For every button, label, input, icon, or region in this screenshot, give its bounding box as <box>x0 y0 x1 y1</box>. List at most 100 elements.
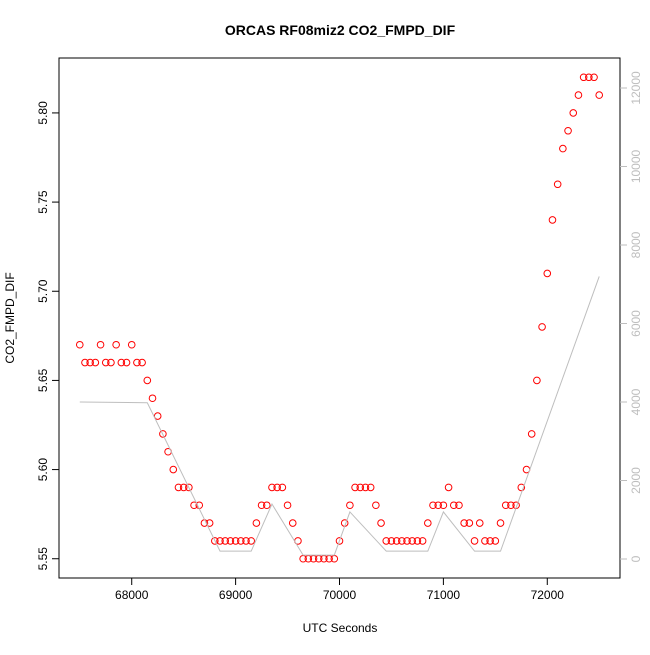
data-point <box>408 537 417 545</box>
data-point <box>211 537 219 545</box>
data-point <box>96 340 105 349</box>
data-point <box>585 73 593 82</box>
data-point <box>226 537 235 545</box>
x-tick-label: 69000 <box>219 588 253 602</box>
data-point <box>590 73 598 82</box>
y2-tick-label: 6000 <box>629 310 643 337</box>
data-point <box>491 537 500 545</box>
data-point <box>127 340 136 349</box>
data-point <box>91 358 100 367</box>
data-point <box>465 519 474 527</box>
y-tick-label: 5.70 <box>36 279 50 303</box>
data-point <box>346 501 354 510</box>
data-point <box>439 501 448 510</box>
data-point <box>252 519 261 527</box>
data-point <box>382 537 391 545</box>
data-point <box>278 483 287 492</box>
data-point <box>372 501 380 510</box>
data-point <box>143 376 152 385</box>
data-point <box>107 358 115 367</box>
data-point <box>117 358 126 367</box>
data-point <box>496 519 505 527</box>
data-point <box>247 537 255 545</box>
y-tick-label: 5.55 <box>36 547 50 571</box>
data-point <box>569 109 578 117</box>
data-point <box>262 501 271 510</box>
data-point <box>133 358 141 367</box>
data-point <box>351 483 359 492</box>
data-point <box>273 483 281 492</box>
x-tick-label: 68000 <box>115 588 149 602</box>
x-tick-label: 72000 <box>531 588 565 602</box>
data-point <box>216 537 224 545</box>
data-point <box>398 537 406 545</box>
data-point <box>429 501 437 510</box>
y-tick-label: 5.80 <box>36 101 50 125</box>
y2-tick-label: 10000 <box>629 149 643 183</box>
data-point <box>174 483 183 492</box>
data-point <box>413 537 422 545</box>
data-point <box>356 483 365 492</box>
data-point <box>392 537 401 545</box>
data-point <box>237 537 245 545</box>
y2-tick-label: 8000 <box>629 231 643 258</box>
data-point <box>101 358 110 367</box>
data-point <box>81 358 89 367</box>
data-point <box>403 537 411 545</box>
data-point <box>507 501 515 510</box>
data-point <box>138 358 146 367</box>
data-point <box>548 216 557 224</box>
y2-tick-label: 0 <box>629 555 643 562</box>
data-point <box>361 483 370 492</box>
y2-tick-label: 2000 <box>629 467 643 494</box>
data-point <box>169 465 178 474</box>
data-point <box>86 358 94 367</box>
data-point <box>501 501 510 510</box>
data-point <box>159 430 167 438</box>
data-point <box>470 537 479 545</box>
y-tick-label: 5.60 <box>36 458 50 482</box>
data-point <box>424 519 432 527</box>
data-point <box>366 483 375 492</box>
data-point <box>185 483 193 492</box>
data-point <box>122 358 131 367</box>
data-point <box>564 126 572 135</box>
y2-tick-label: 4000 <box>629 388 643 415</box>
data-point <box>242 537 250 545</box>
data-point <box>335 537 344 545</box>
data-point <box>444 483 453 492</box>
chart-title: ORCAS RF08miz2 CO2_FMPD_DIF <box>225 22 456 38</box>
data-point <box>481 537 489 545</box>
data-point <box>75 340 84 349</box>
data-point <box>221 537 230 545</box>
data-point <box>579 73 588 82</box>
series-line <box>79 276 600 556</box>
data-point <box>595 91 604 99</box>
data-point <box>418 537 427 545</box>
y-axis-label: CO2_FMPD_DIF <box>3 272 17 363</box>
data-point <box>527 430 536 438</box>
data-point <box>449 501 458 510</box>
y2-tick-label: 12000 <box>629 71 643 105</box>
data-point <box>231 537 240 545</box>
data-point <box>533 376 541 385</box>
data-point <box>387 537 396 545</box>
y-tick-label: 5.65 <box>36 368 50 392</box>
data-point <box>486 537 494 545</box>
data-point <box>455 501 463 510</box>
data-point <box>538 323 546 331</box>
data-point <box>288 519 297 527</box>
data-point <box>434 501 442 510</box>
data-point <box>559 144 567 153</box>
data-point <box>553 180 562 189</box>
x-tick-label: 71000 <box>427 588 461 602</box>
y-tick-label: 5.75 <box>36 190 50 214</box>
data-point <box>543 269 552 278</box>
data-point <box>257 501 266 510</box>
data-point <box>517 483 526 492</box>
x-tick-label: 70000 <box>323 588 357 602</box>
data-point <box>377 519 385 527</box>
data-point <box>574 91 583 99</box>
